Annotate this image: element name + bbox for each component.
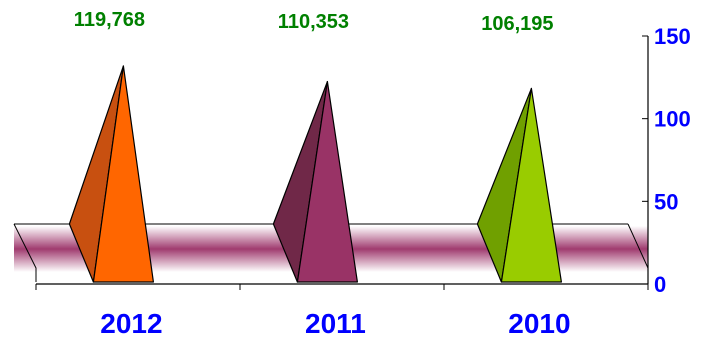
y-tick-label: 50 [654,189,678,214]
y-tick-label: 0 [654,272,666,297]
data-label: 110,353 [278,11,349,33]
x-tick-label: 2011 [305,308,366,338]
y-tick-label: 150 [654,24,691,49]
floor-right-edge [627,223,649,269]
floor-outline [13,223,37,282]
x-tick-label: 2012 [100,308,162,338]
pyramid-bars [68,65,563,283]
y-axis-ticks: 0 50 100 150 [642,24,691,297]
data-label: 106,195 [481,13,553,35]
pyramid-bar-2011 [296,80,358,283]
pyramid-bar-2010 [500,87,563,283]
data-labels: 119,768 2012 110,353 2011 106,195 2010 [74,9,571,338]
y-tick-label: 100 [654,107,691,132]
pyramid-bar-2012 [92,65,154,283]
data-label: 119,768 [74,9,145,31]
x-tick-label: 2010 [508,308,570,338]
